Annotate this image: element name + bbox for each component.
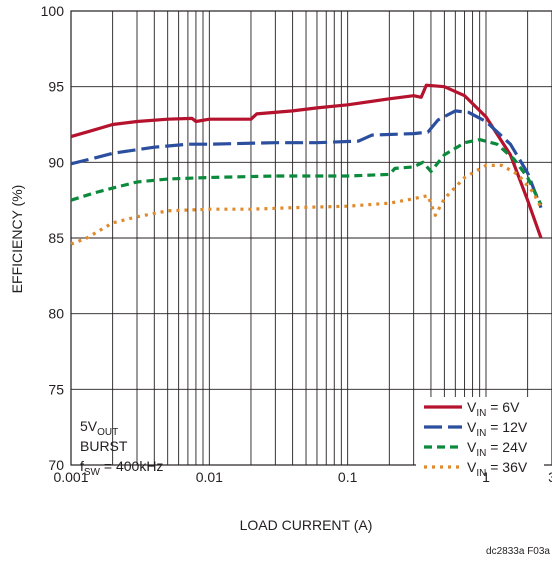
y-axis-title: EFFICIENCY (%) <box>9 185 25 294</box>
y-tick-label: 75 <box>48 381 64 397</box>
x-tick-label: 0.01 <box>196 469 223 485</box>
series-line-2 <box>70 109 543 209</box>
legend-label-4: VIN = 36V <box>467 459 528 479</box>
legend-label-3: VIN = 24V <box>467 439 528 459</box>
y-tick-label: 95 <box>48 79 64 95</box>
grid <box>70 10 552 466</box>
x-axis-title: LOAD CURRENT (A) <box>240 517 373 533</box>
series-line-3 <box>70 138 543 206</box>
x-tick-label: 3 <box>548 469 552 485</box>
series-line-4 <box>70 163 543 246</box>
x-tick-label: 1 <box>482 469 490 485</box>
y-tick-label: 70 <box>48 457 64 473</box>
legend-label-1: VIN = 6V <box>467 399 520 419</box>
y-tick-label: 80 <box>48 306 64 322</box>
y-tick-label: 100 <box>41 3 65 19</box>
axes: LOAD CURRENT (A) EFFICIENCY (%) 70 75 80 85… <box>9 3 552 533</box>
note-mode: BURST <box>80 438 128 454</box>
legend-label-2: VIN = 12V <box>467 419 528 439</box>
legend-box <box>416 397 544 479</box>
x-tick-label: 0.001 <box>53 469 88 485</box>
conditions-note: 5VOUT BURST fSW = 400kHz <box>80 418 163 478</box>
y-tick-label: 85 <box>48 230 64 246</box>
y-tick-label: 90 <box>48 154 64 170</box>
note-frequency: fSW = 400kHz <box>80 458 163 478</box>
figure-id: dc2833a F03a <box>486 546 550 557</box>
x-tick-label: 0.1 <box>338 469 358 485</box>
series-line-1 <box>70 83 543 239</box>
note-output: 5VOUT <box>80 418 118 438</box>
series-lines <box>70 83 543 246</box>
